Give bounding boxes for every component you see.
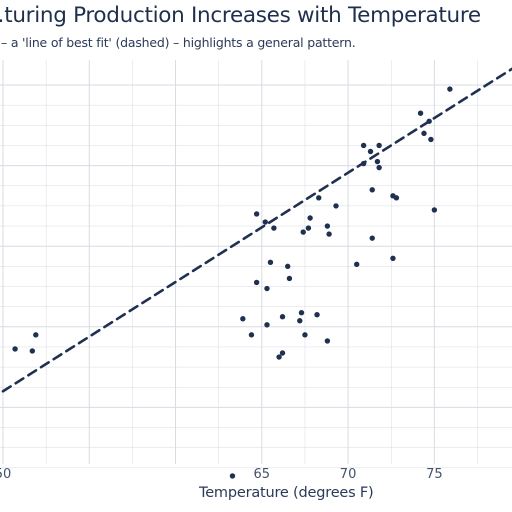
data-point bbox=[286, 275, 293, 282]
data-point bbox=[447, 86, 453, 92]
data-point bbox=[393, 195, 400, 201]
data-point bbox=[29, 348, 36, 354]
data-point bbox=[376, 164, 382, 171]
data-point bbox=[390, 255, 396, 261]
data-point bbox=[367, 148, 374, 155]
data-point bbox=[253, 279, 260, 286]
data-point bbox=[354, 261, 360, 268]
x-tick-labels: 50 65 70 75 bbox=[0, 467, 443, 482]
data-point bbox=[376, 142, 382, 149]
chart-subtitle: – a 'line of best fit' (dashed) – highli… bbox=[1, 35, 356, 50]
data-point bbox=[360, 142, 367, 149]
data-point bbox=[229, 473, 236, 479]
data-point bbox=[271, 225, 277, 231]
data-point bbox=[369, 235, 375, 241]
data-point bbox=[428, 136, 434, 143]
data-point bbox=[279, 350, 286, 356]
data-point bbox=[262, 219, 268, 225]
data-point bbox=[33, 332, 39, 338]
data-point bbox=[417, 110, 424, 116]
x-tick-label: 65 bbox=[254, 467, 271, 482]
data-point bbox=[253, 211, 260, 217]
data-point bbox=[302, 332, 308, 338]
x-tick-label: 75 bbox=[426, 467, 443, 482]
chart-title: …turing Production Increases with Temper… bbox=[0, 3, 481, 28]
trend-line bbox=[1, 67, 512, 393]
data-point bbox=[307, 215, 313, 221]
data-point bbox=[300, 229, 306, 235]
data-point bbox=[426, 118, 432, 124]
data-point bbox=[369, 187, 375, 193]
data-point bbox=[297, 318, 303, 324]
data-point bbox=[248, 332, 255, 338]
data-point bbox=[324, 338, 331, 344]
data-point bbox=[279, 314, 286, 320]
data-point bbox=[284, 263, 291, 270]
data-point bbox=[316, 195, 322, 201]
x-tick-label: 50 bbox=[0, 467, 11, 482]
data-point bbox=[324, 223, 331, 229]
data-point bbox=[333, 203, 339, 209]
points-layer bbox=[12, 86, 453, 479]
data-point bbox=[305, 225, 312, 231]
data-point bbox=[374, 158, 381, 165]
data-point bbox=[326, 231, 332, 237]
grid bbox=[0, 60, 512, 469]
data-point bbox=[431, 207, 438, 213]
data-point bbox=[360, 160, 367, 167]
data-point bbox=[421, 130, 427, 137]
data-point bbox=[298, 309, 305, 316]
x-axis-label: Temperature (degrees F) bbox=[199, 485, 374, 501]
data-point bbox=[240, 316, 246, 322]
data-point bbox=[264, 322, 270, 328]
data-point bbox=[267, 259, 274, 266]
trend-line-layer bbox=[1, 67, 512, 393]
data-point bbox=[276, 354, 282, 360]
x-tick-label: 70 bbox=[340, 467, 357, 482]
data-point bbox=[314, 312, 320, 318]
data-point bbox=[264, 285, 270, 292]
data-point bbox=[12, 346, 18, 352]
